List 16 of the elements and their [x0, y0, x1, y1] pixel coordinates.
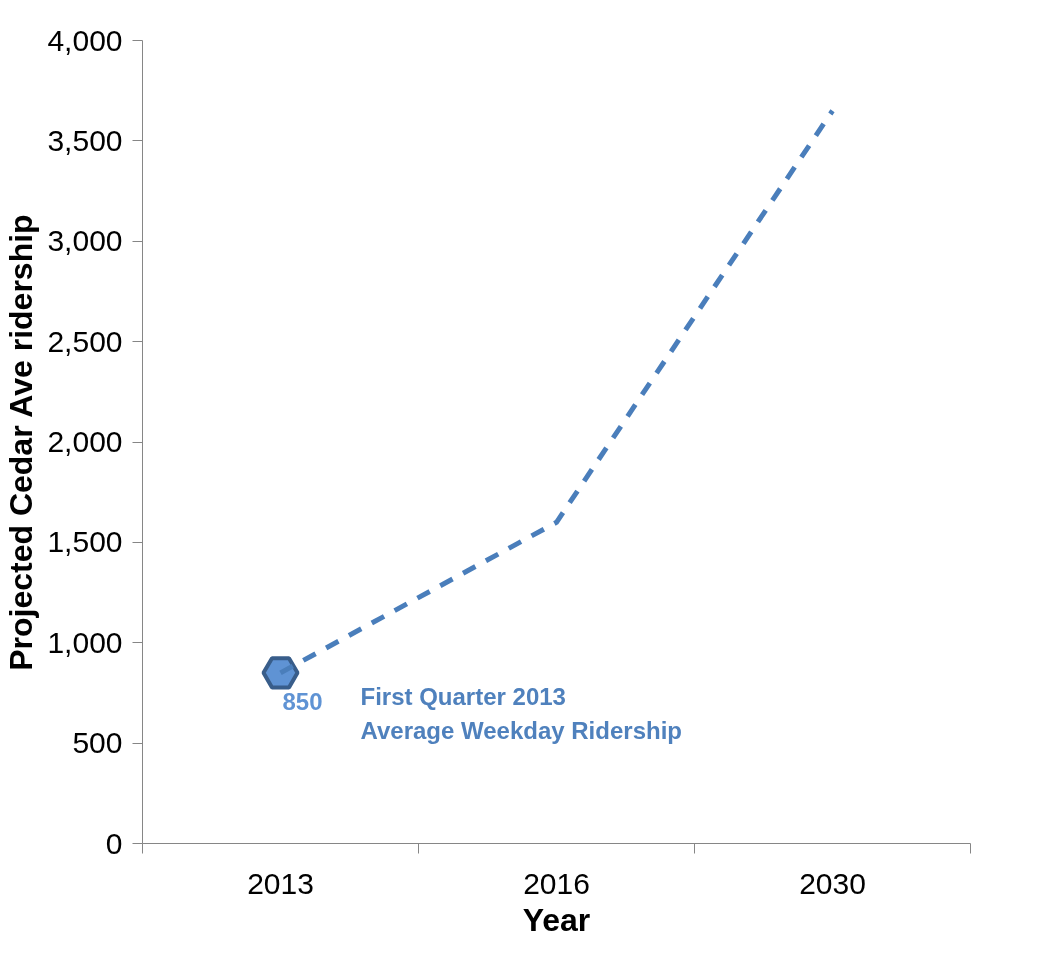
- y-tick-label: 1,500: [47, 525, 123, 559]
- x-tick-label: 2016: [523, 866, 590, 900]
- y-axis-title: Projected Cedar Ave ridership: [3, 214, 40, 671]
- y-tick-label: 3,000: [47, 224, 123, 258]
- y-tick-label: 0: [105, 826, 123, 860]
- data-label: 850: [282, 687, 323, 715]
- y-tick-label: 2,500: [47, 324, 123, 358]
- x-axis-title: Year: [522, 901, 591, 938]
- y-tick-label: 500: [72, 726, 123, 760]
- annotation: First Quarter 2013 Average Weekday Ridership: [360, 682, 682, 744]
- y-tick-label: 3,500: [47, 123, 123, 157]
- x-tick-label: 2013: [247, 866, 314, 900]
- y-tick-label: 2,000: [47, 425, 123, 458]
- y-tick-label: 1,000: [47, 625, 123, 659]
- x-tick-label: 2030: [799, 866, 866, 900]
- y-tick-label: 4,000: [47, 23, 123, 57]
